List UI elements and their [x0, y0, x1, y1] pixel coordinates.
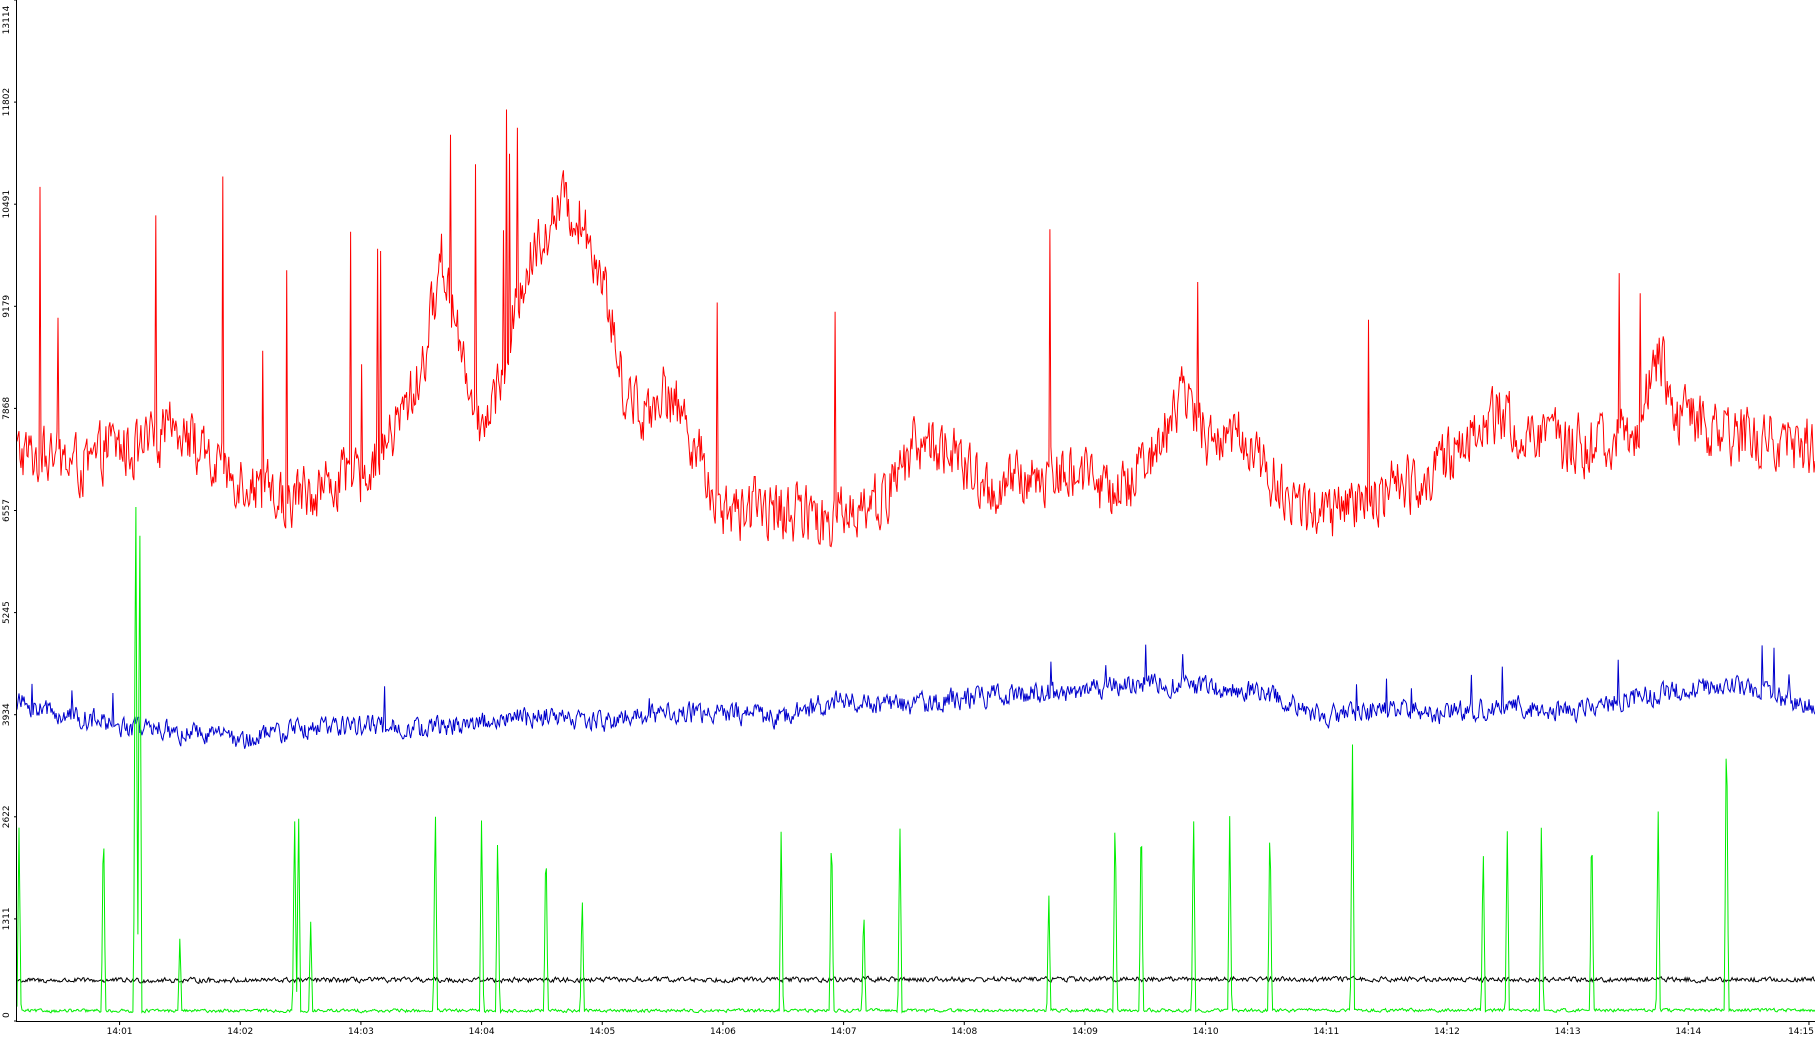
y-tick-label: 5245: [2, 601, 12, 624]
x-tick-label: 14:02: [227, 1027, 253, 1037]
y-tick-label: 1311: [2, 907, 12, 930]
x-tick-label: 14:05: [589, 1027, 615, 1037]
y-tick-label: 9179: [2, 295, 12, 318]
x-tick-label: 14:03: [348, 1027, 374, 1037]
x-tick-label: 14:06: [710, 1027, 736, 1037]
series-line-4: [16, 506, 1815, 1015]
y-axis-ticks: 0 1311 2622 3934 5245 6557 7868 9179 10491 11802 1…: [2, 0, 17, 1022]
y-tick-label: 7868: [2, 397, 12, 420]
y-tick-label: 0: [2, 1012, 12, 1018]
x-tick-label: 14:13: [1555, 1027, 1581, 1037]
x-tick-label: 14:10: [1193, 1027, 1219, 1037]
y-tick-label: 2622: [2, 805, 12, 828]
x-tick-label: 14:09: [1072, 1027, 1098, 1037]
y-tick-label: 13114: [2, 5, 12, 34]
x-tick-label: 14:15: [1788, 1027, 1814, 1037]
x-tick-label: 14:07: [831, 1027, 857, 1037]
y-tick-label: 10491: [2, 190, 12, 219]
series-line-3: [16, 975, 1815, 985]
series-line-1: [16, 109, 1815, 548]
x-tick-label: 14:04: [469, 1027, 495, 1037]
x-tick-label: 14:08: [951, 1027, 977, 1037]
series-line-2: [16, 644, 1815, 749]
y-tick-label: 11802: [2, 88, 12, 117]
plot-area: [16, 109, 1815, 1015]
x-tick-label: 14:12: [1434, 1027, 1460, 1037]
y-tick-label: 3934: [2, 703, 12, 726]
x-tick-label: 14:01: [107, 1027, 133, 1037]
x-tick-label: 14:14: [1675, 1027, 1701, 1037]
x-axis-ticks: 14:01 14:02 14:03 14:04 14:05 14:06 14:07 14:08…: [107, 1021, 1814, 1037]
x-tick-label: 14:11: [1313, 1027, 1339, 1037]
y-tick-label: 6557: [2, 499, 12, 522]
